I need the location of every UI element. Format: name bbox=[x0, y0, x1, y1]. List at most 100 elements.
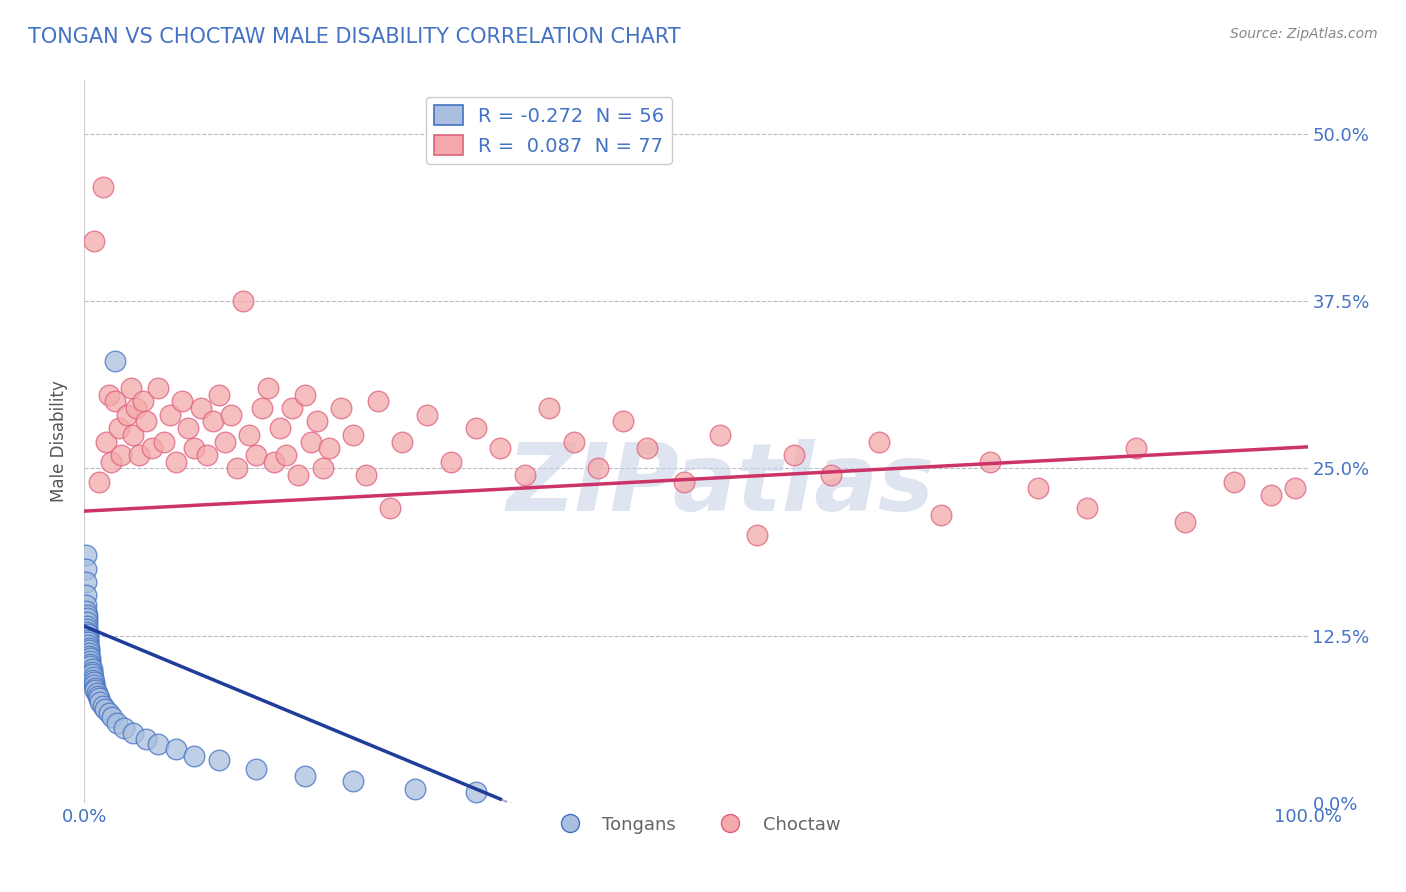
Point bbox=[79, 659, 101, 673]
Point bbox=[77, 638, 100, 652]
Point bbox=[77, 635, 100, 649]
Point bbox=[80, 662, 103, 676]
Point bbox=[250, 401, 273, 416]
Point bbox=[367, 394, 389, 409]
Point bbox=[132, 394, 155, 409]
Point bbox=[636, 442, 658, 455]
Point bbox=[77, 630, 100, 644]
Point bbox=[226, 461, 249, 475]
Point bbox=[77, 632, 100, 647]
Point bbox=[104, 394, 127, 409]
Point bbox=[94, 702, 117, 716]
Point bbox=[464, 785, 486, 799]
Point bbox=[1076, 501, 1098, 516]
Point bbox=[380, 501, 402, 516]
Point bbox=[342, 427, 364, 442]
Point bbox=[83, 234, 105, 248]
Point bbox=[76, 622, 98, 636]
Point bbox=[87, 689, 110, 703]
Point bbox=[101, 710, 124, 724]
Point bbox=[612, 414, 634, 429]
Point bbox=[354, 467, 377, 482]
Point bbox=[269, 421, 291, 435]
Point bbox=[79, 651, 101, 665]
Point bbox=[747, 528, 769, 542]
Point bbox=[76, 619, 98, 633]
Point bbox=[1260, 488, 1282, 502]
Point bbox=[77, 627, 100, 641]
Point bbox=[245, 762, 267, 776]
Point bbox=[75, 562, 97, 576]
Point bbox=[122, 726, 145, 740]
Point bbox=[440, 455, 463, 469]
Point bbox=[562, 434, 585, 449]
Point bbox=[404, 782, 426, 797]
Point bbox=[1284, 482, 1306, 496]
Point bbox=[80, 665, 103, 679]
Point bbox=[146, 737, 169, 751]
Point bbox=[76, 615, 98, 630]
Point bbox=[1174, 515, 1197, 529]
Point bbox=[513, 467, 536, 482]
Point bbox=[76, 611, 98, 625]
Point bbox=[76, 624, 98, 639]
Point bbox=[96, 434, 118, 449]
Point bbox=[586, 461, 609, 475]
Point bbox=[75, 548, 97, 563]
Point bbox=[77, 648, 100, 663]
Point bbox=[201, 414, 224, 429]
Point bbox=[87, 691, 110, 706]
Point bbox=[75, 598, 97, 612]
Point bbox=[1028, 482, 1050, 496]
Point bbox=[105, 715, 128, 730]
Point bbox=[115, 408, 138, 422]
Point bbox=[84, 681, 107, 695]
Point bbox=[416, 408, 439, 422]
Point bbox=[79, 654, 101, 668]
Point bbox=[238, 427, 260, 442]
Point bbox=[75, 575, 97, 590]
Text: Source: ZipAtlas.com: Source: ZipAtlas.com bbox=[1230, 27, 1378, 41]
Point bbox=[77, 643, 100, 657]
Point bbox=[122, 427, 145, 442]
Point bbox=[91, 180, 114, 194]
Point bbox=[91, 699, 114, 714]
Point bbox=[112, 721, 135, 735]
Point bbox=[672, 475, 695, 489]
Point bbox=[84, 683, 107, 698]
Point bbox=[294, 387, 316, 401]
Point bbox=[287, 467, 309, 482]
Point bbox=[128, 448, 150, 462]
Point bbox=[172, 394, 194, 409]
Point bbox=[87, 475, 110, 489]
Point bbox=[820, 467, 842, 482]
Point bbox=[979, 455, 1001, 469]
Point bbox=[135, 731, 157, 746]
Point bbox=[86, 686, 108, 700]
Point bbox=[97, 387, 120, 401]
Point bbox=[135, 414, 157, 429]
Point bbox=[110, 448, 132, 462]
Point bbox=[120, 381, 142, 395]
Point bbox=[159, 408, 181, 422]
Legend: Tongans, Choctaw: Tongans, Choctaw bbox=[544, 808, 848, 841]
Point bbox=[299, 434, 322, 449]
Point bbox=[208, 753, 231, 767]
Point bbox=[869, 434, 891, 449]
Point bbox=[538, 401, 561, 416]
Point bbox=[232, 294, 254, 309]
Point bbox=[125, 401, 148, 416]
Y-axis label: Male Disability: Male Disability bbox=[51, 381, 69, 502]
Point bbox=[342, 774, 364, 789]
Point bbox=[153, 434, 176, 449]
Point bbox=[1223, 475, 1246, 489]
Point bbox=[464, 421, 486, 435]
Point bbox=[183, 442, 205, 455]
Text: ZIPatlas: ZIPatlas bbox=[506, 439, 935, 531]
Point bbox=[146, 381, 169, 395]
Point bbox=[83, 675, 105, 690]
Point bbox=[1125, 442, 1147, 455]
Point bbox=[276, 448, 298, 462]
Point bbox=[183, 749, 205, 764]
Point bbox=[190, 401, 212, 416]
